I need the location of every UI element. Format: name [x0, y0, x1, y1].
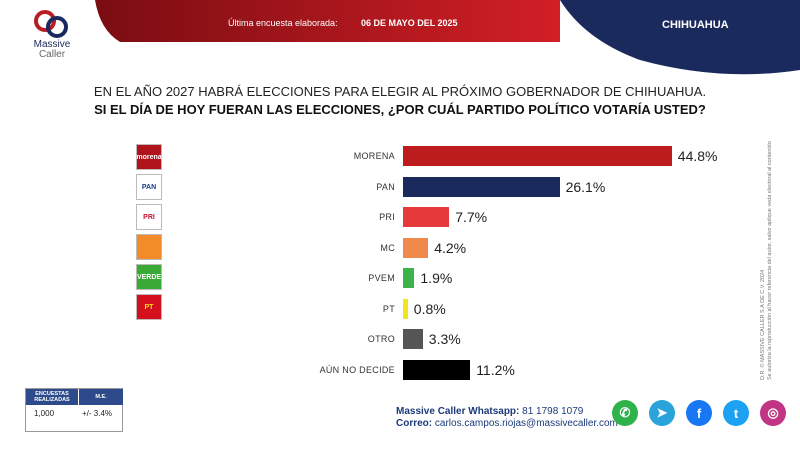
category-label: PVEM	[368, 273, 395, 283]
logo-text: Massive Caller	[22, 40, 82, 60]
state-name: CHIHUAHUA	[662, 19, 729, 31]
question-main: SI EL DÍA DE HOY FUERAN LAS ELECCIONES, …	[94, 102, 706, 117]
category-label: MC	[380, 242, 395, 253]
mc-logo	[136, 234, 162, 260]
value-label: 3.3%	[428, 331, 461, 347]
whatsapp-contact: Massive Caller Whatsapp: 81 1798 1079	[396, 406, 583, 417]
logo-line1: Massive	[33, 39, 71, 50]
bar	[403, 176, 560, 197]
bar	[403, 207, 450, 227]
bar	[403, 237, 429, 258]
bar	[403, 329, 423, 349]
whatsapp-number[interactable]: 81 1798 1079	[522, 406, 584, 417]
pri-logo: PRI	[136, 204, 162, 230]
email-address[interactable]: carlos.campos.riojas@massivecaller.com	[434, 418, 618, 429]
value-label: 7.7%	[455, 209, 488, 225]
bar	[403, 146, 672, 166]
header-blue-arc	[560, 0, 800, 75]
pt-logo: PT	[136, 294, 162, 320]
copyright-note: D.R. © MASSIVE CALLER S.A DE C.V. 2024 S…	[760, 90, 774, 380]
value-label: 26.1%	[565, 178, 606, 195]
bar	[403, 298, 408, 319]
category-label: MORENA	[353, 151, 395, 161]
survey-stats-box: ENCUESTAS REALIZADAS M.E. 1,000 +/- 3.4%	[25, 388, 123, 432]
copyright-line: D.R. © MASSIVE CALLER S.A DE C.V. 2024	[760, 269, 766, 380]
header-red-band	[95, 0, 560, 42]
email-label: Correo:	[396, 418, 433, 429]
whatsapp-icon[interactable]: ✆	[612, 400, 638, 426]
survey-date: 06 DE MAYO DEL 2025	[361, 18, 458, 28]
pan-logo: PAN	[136, 174, 162, 200]
instagram-icon[interactable]: ◎	[760, 400, 786, 426]
twitter-icon[interactable]: t	[723, 400, 749, 426]
surveys-header: ENCUESTAS REALIZADAS	[26, 389, 78, 405]
value-label: 4.2%	[434, 239, 467, 256]
margin-error-value: +/- 3.4%	[82, 409, 113, 418]
value-label: 0.8%	[413, 300, 446, 317]
email-contact: Correo: carlos.campos.riojas@massivecall…	[396, 418, 618, 429]
bar	[403, 268, 415, 288]
logo-line2: Caller	[38, 49, 66, 60]
bar	[403, 359, 471, 380]
question-intro: EN EL AÑO 2027 HABRÁ ELECCIONES PARA ELE…	[93, 84, 707, 99]
category-label: PRI	[379, 212, 395, 222]
category-label: AÚN NO DECIDE	[319, 364, 395, 375]
telegram-icon[interactable]: ➤	[649, 400, 675, 426]
survey-date-label: Última encuesta elaborada:	[228, 18, 338, 28]
massive-caller-logo: Massive Caller	[22, 8, 82, 60]
value-label: 44.8%	[677, 148, 718, 164]
reproduction-note: Se autoriza la reproducción al hacer ref…	[767, 141, 773, 380]
margin-error-header: M.E.	[79, 389, 123, 405]
category-label: PT	[382, 303, 395, 314]
pvem-logo: VERDE	[136, 264, 162, 290]
morena-logo: morena	[136, 144, 162, 170]
facebook-icon[interactable]: f	[686, 400, 712, 426]
category-label: OTRO	[367, 334, 395, 344]
whatsapp-label: Massive Caller Whatsapp:	[396, 406, 520, 417]
value-label: 11.2%	[476, 361, 515, 378]
category-label: PAN	[376, 181, 395, 192]
surveys-value: 1,000	[34, 409, 55, 418]
value-label: 1.9%	[420, 270, 453, 286]
logo-mark-icon	[32, 8, 72, 40]
